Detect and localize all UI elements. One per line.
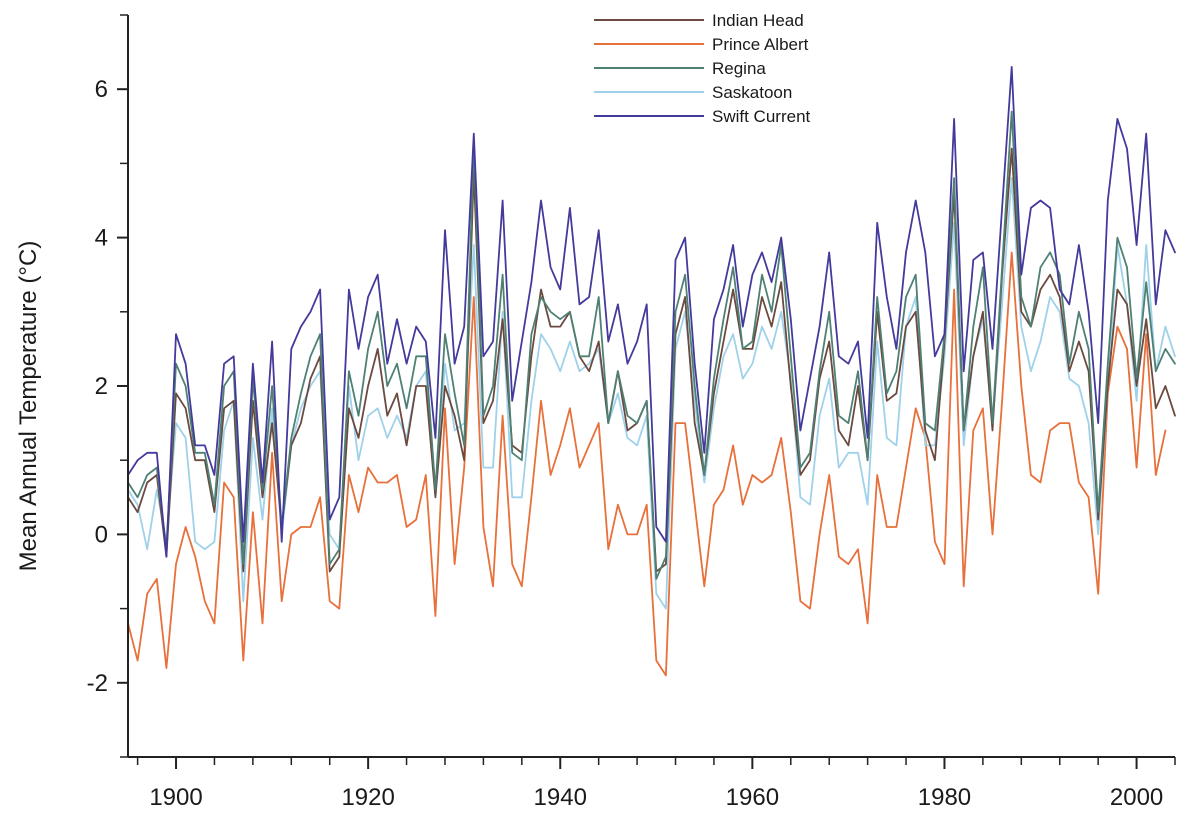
x-tick-label: 1980 bbox=[918, 784, 971, 811]
axes-layer: -2 0 2 4 6 1900 1920 1940 1960 1980 2000 bbox=[87, 14, 1176, 811]
y-ticks: -2 0 2 4 6 bbox=[87, 14, 128, 758]
legend-label: Saskatoon bbox=[712, 83, 792, 102]
series-layer bbox=[127, 66, 1176, 677]
x-ticks: 1900 1920 1940 1960 1980 2000 bbox=[136, 757, 1176, 811]
y-tick-label: 4 bbox=[95, 225, 108, 252]
y-axis-title: Mean Annual Temperature (°C) bbox=[15, 241, 42, 572]
legend: Indian Head Prince Albert Regina Saskatoon S… bbox=[594, 11, 811, 126]
legend-label: Regina bbox=[712, 59, 766, 78]
x-tick-label: 2000 bbox=[1110, 784, 1163, 811]
legend-label: Prince Albert bbox=[712, 35, 809, 54]
y-tick-label: -2 bbox=[87, 670, 108, 697]
x-tick-label: 1960 bbox=[726, 784, 779, 811]
legend-label: Indian Head bbox=[712, 11, 804, 30]
y-tick-label: 0 bbox=[95, 521, 108, 548]
series-line-regina bbox=[127, 110, 1176, 580]
x-tick-label: 1900 bbox=[149, 784, 202, 811]
series-line-prince-albert bbox=[127, 251, 1167, 677]
legend-label: Swift Current bbox=[712, 107, 811, 126]
x-tick-label: 1920 bbox=[341, 784, 394, 811]
x-tick-label: 1940 bbox=[534, 784, 587, 811]
y-tick-label: 2 bbox=[95, 373, 108, 400]
series-line-swift-current bbox=[127, 66, 1176, 558]
y-tick-label: 6 bbox=[95, 76, 108, 103]
